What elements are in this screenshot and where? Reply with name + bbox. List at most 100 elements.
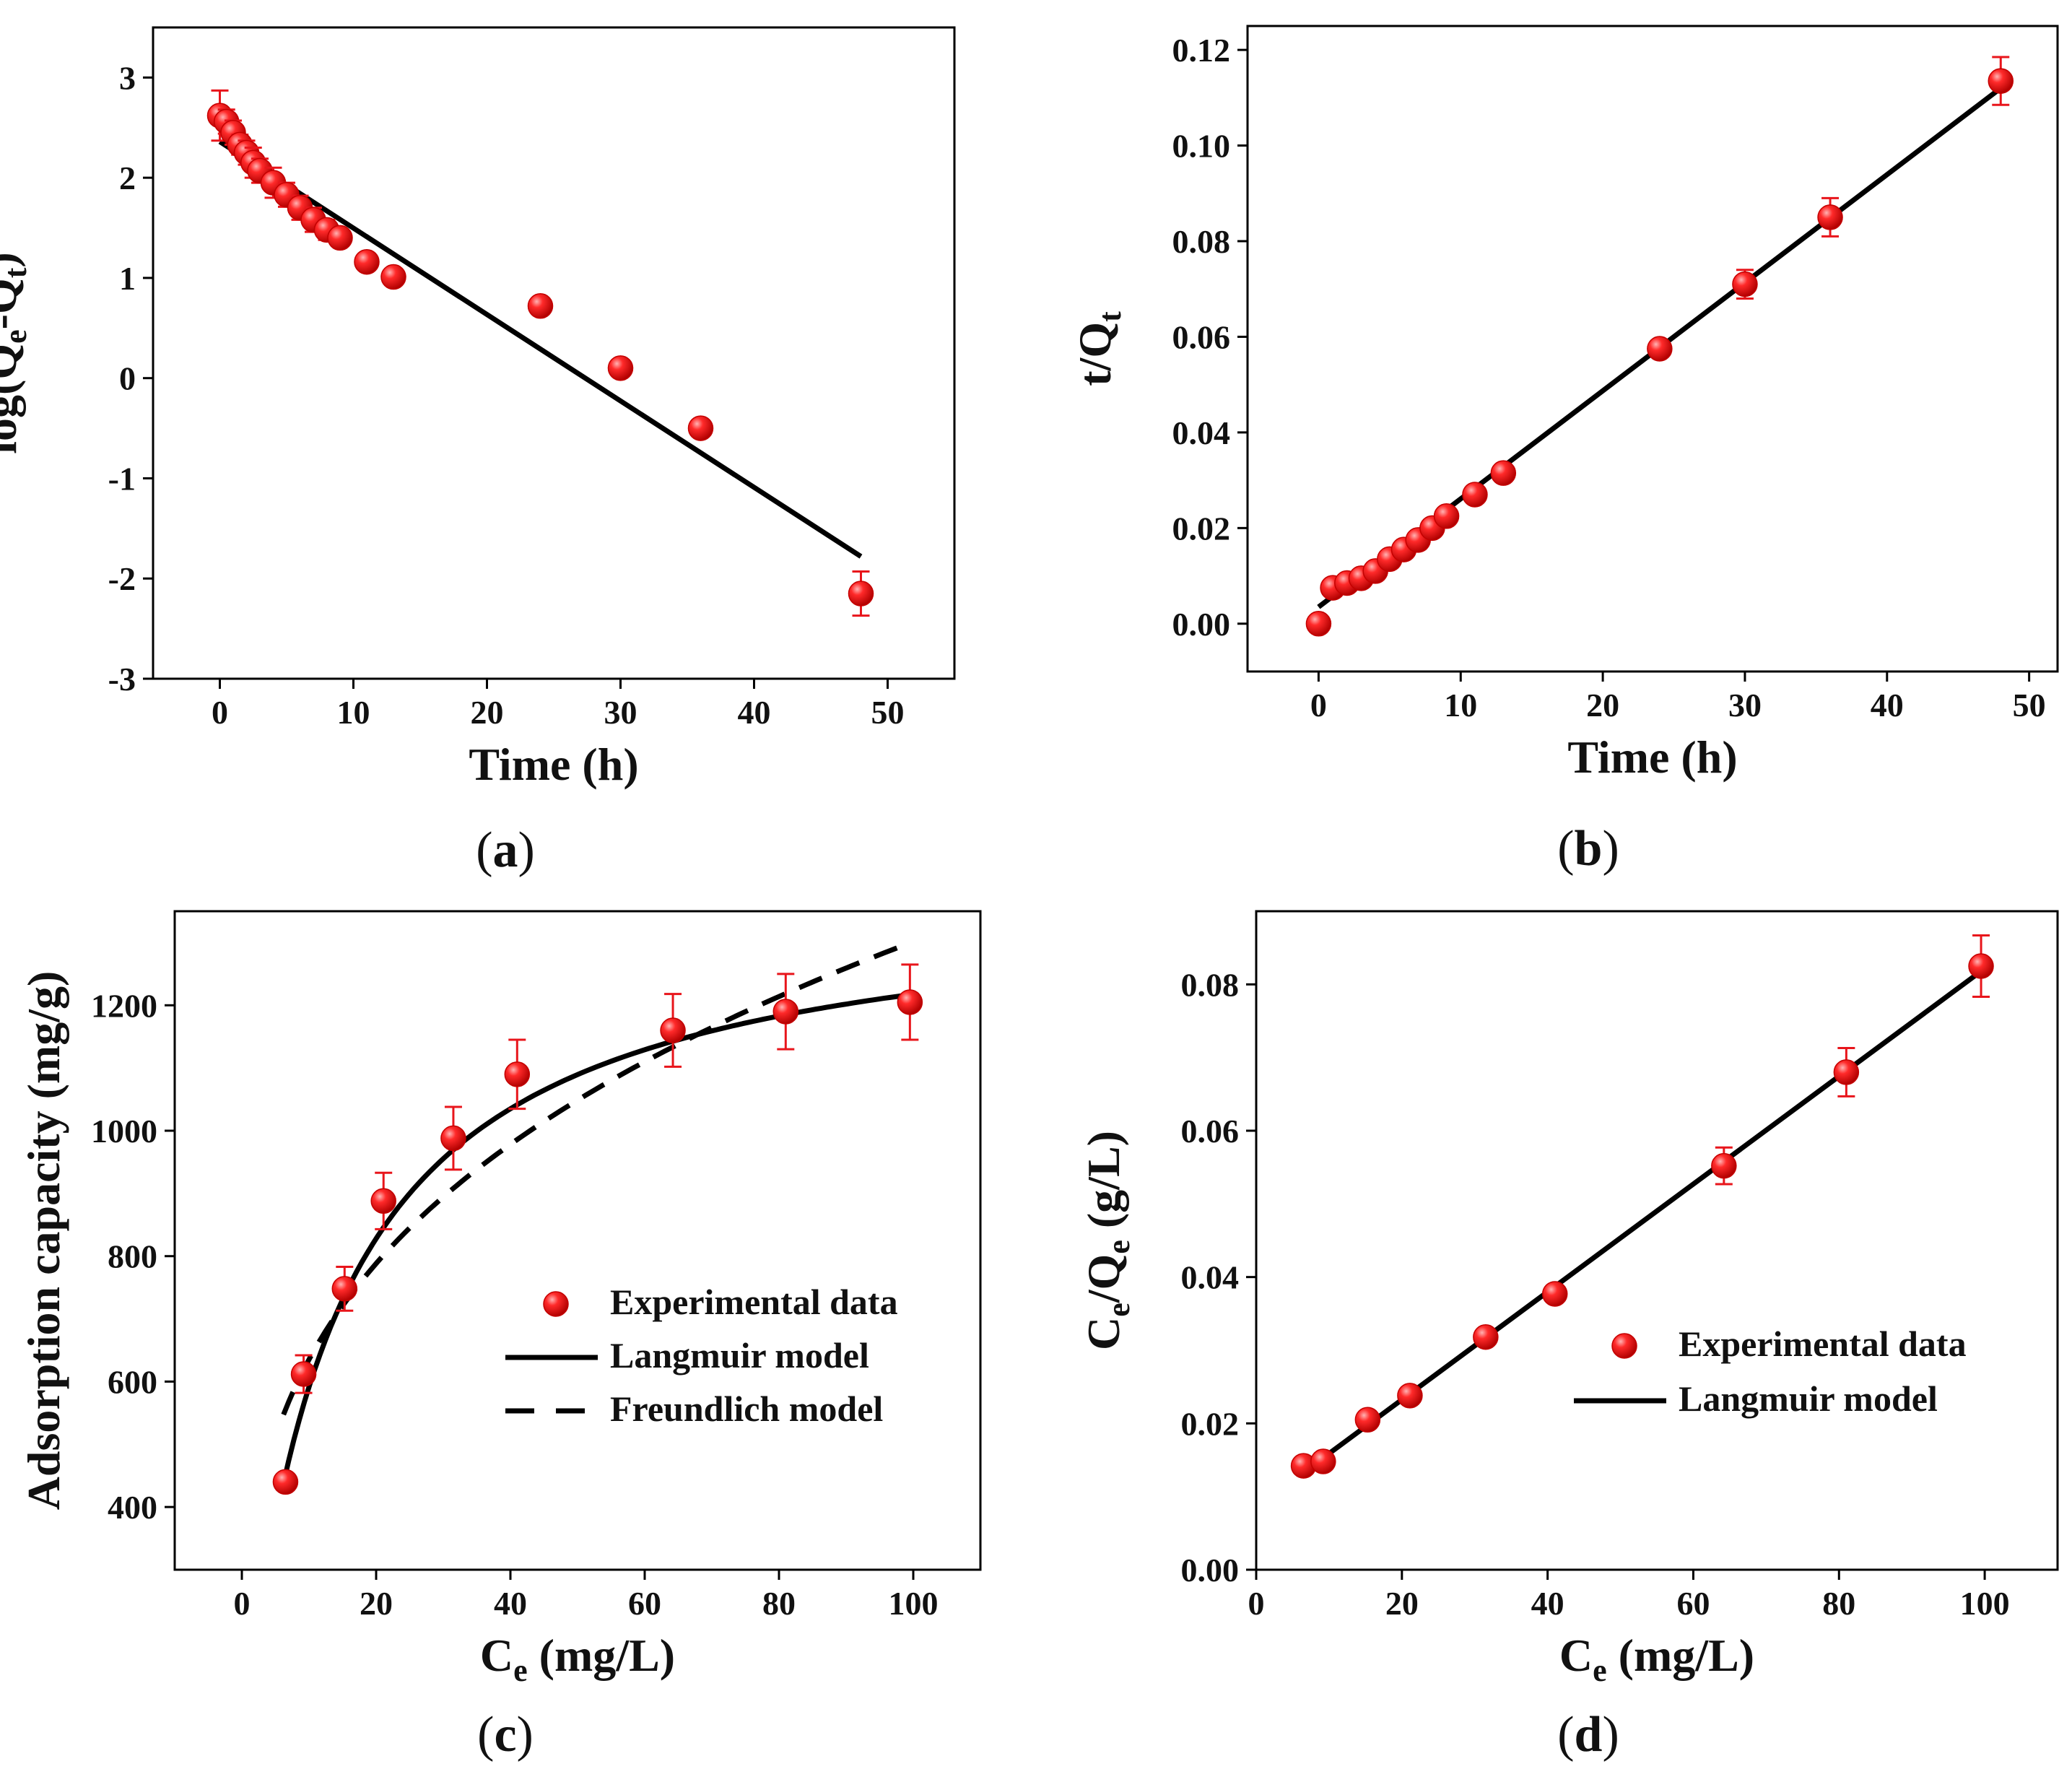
x-tick-label: 30 — [604, 694, 637, 731]
x-tick-label: 30 — [1728, 687, 1762, 723]
x-tick-label: 50 — [871, 694, 905, 731]
y-tick-label: 0.04 — [1181, 1259, 1240, 1296]
x-axis-label-unit: (mg/L) — [1607, 1630, 1754, 1681]
x-axis-label: Time (h) — [469, 739, 638, 790]
panel-label-letter: d — [1575, 1707, 1603, 1763]
x-axis-label-text: Time — [469, 739, 582, 790]
y-axis-label-text: log(Q — [0, 344, 26, 454]
data-point — [1433, 503, 1460, 529]
x-tick-label: 20 — [360, 1585, 393, 1622]
data-point — [327, 225, 353, 251]
data-point — [354, 248, 380, 275]
data-point — [1490, 460, 1517, 486]
y-axis-label-text: /Q — [1078, 1254, 1129, 1304]
y-tick-label: 0.12 — [1172, 32, 1231, 69]
data-point — [1473, 1324, 1499, 1350]
y-tick-label: 0.02 — [1181, 1405, 1240, 1442]
x-axis-label-sub: e — [513, 1653, 528, 1688]
data-point — [380, 264, 406, 290]
data-point — [1462, 482, 1488, 508]
data-point — [504, 1061, 531, 1087]
legend: Experimental data Langmuir model Freundlic… — [505, 1282, 898, 1429]
plot-frame — [173, 910, 982, 1571]
x-tick-label: 20 — [471, 694, 504, 731]
legend-label: Langmuir model — [1679, 1378, 1938, 1419]
y-tick-label: 0.00 — [1181, 1552, 1240, 1588]
y-tick-label: -3 — [108, 661, 136, 697]
y-axis-label-sub: e — [0, 329, 33, 344]
data-point — [607, 355, 634, 381]
y-axis-label: t/Qt — [1069, 311, 1128, 386]
data-point — [848, 581, 874, 607]
data-point — [1817, 204, 1843, 230]
y-tick-label: -2 — [108, 560, 136, 597]
x-axis-label-sub: e — [1593, 1653, 1607, 1688]
data-point — [1711, 1152, 1737, 1179]
panel-label-close: ) — [1602, 1707, 1619, 1763]
y-axis-label-text: -Q — [0, 278, 26, 329]
panel-label: (a) — [476, 822, 535, 878]
data-point — [660, 1017, 686, 1043]
y-tick-label: 0.08 — [1181, 966, 1240, 1003]
fit-line — [218, 139, 863, 559]
y-tick-label: 0.10 — [1172, 128, 1231, 165]
y-tick-label: 2 — [119, 160, 136, 196]
x-tick-label: 40 — [494, 1585, 527, 1622]
panel-label-close: ) — [518, 822, 535, 878]
y-axis-label: Ce/Qe (g/L) — [1078, 1131, 1136, 1350]
data-point — [1647, 336, 1673, 362]
y-tick-label: 0.06 — [1172, 318, 1231, 355]
y-axis-label: log(Qe-Qt) — [0, 252, 33, 453]
x-axis-label: Time (h) — [1567, 731, 1737, 783]
x-axis-label-unit: (h) — [1681, 731, 1737, 783]
x-tick-label: 80 — [1822, 1585, 1855, 1622]
panel-label: (c) — [477, 1707, 534, 1763]
langmuir-curve — [281, 992, 910, 1484]
y-axis-label-text: C — [1078, 1317, 1129, 1350]
data-point — [1833, 1059, 1860, 1085]
data-point — [370, 1188, 396, 1214]
x-axis-label: Ce (mg/L) — [1559, 1630, 1754, 1688]
x-tick-label: 100 — [1960, 1585, 2010, 1622]
x-tick-label: 40 — [1531, 1585, 1564, 1622]
x-axis-label-unit: (mg/L) — [528, 1630, 675, 1681]
panel-label-open: ( — [1557, 1707, 1574, 1763]
plot-frame — [1255, 910, 2059, 1571]
data-point — [897, 989, 923, 1015]
panel-c: 0 20 40 60 80 100 400 600 800 1000 1200 Ce (mg/L) Ad… — [18, 910, 982, 1763]
legend-marker — [1611, 1333, 1637, 1359]
x-tick-label: 50 — [2013, 687, 2046, 723]
x-tick-label: 0 — [1248, 1585, 1265, 1622]
data-point — [772, 999, 799, 1025]
panel-label: (d) — [1557, 1707, 1619, 1763]
x-tick-label: 10 — [1444, 687, 1477, 723]
data-point — [1310, 1448, 1336, 1474]
x-tick-label: 40 — [738, 694, 771, 731]
legend-label: Langmuir model — [610, 1335, 869, 1375]
y-tick-label: 600 — [108, 1363, 157, 1400]
y-tick-label: 1200 — [91, 987, 157, 1024]
y-axis-label-sub: e — [1101, 1303, 1136, 1317]
y-tick-label: 0.06 — [1181, 1113, 1240, 1149]
y-tick-label: 1 — [119, 260, 136, 297]
x-tick-label: 10 — [337, 694, 370, 731]
data-point — [1988, 68, 2014, 94]
data-point — [687, 415, 714, 441]
legend-label: Experimental data — [610, 1282, 898, 1322]
y-tick-label: 800 — [108, 1238, 157, 1275]
panel-label-close: ) — [1602, 821, 1619, 877]
x-tick-label: 80 — [762, 1585, 796, 1622]
x-tick-label: 0 — [234, 1585, 251, 1622]
x-tick-label: 20 — [1586, 687, 1619, 723]
x-axis-label-text: C — [1559, 1630, 1593, 1681]
panel-d: 0 20 40 60 80 100 0.00 0.02 0.04 0.06 0.08 Ce (mg/L… — [1078, 910, 2059, 1763]
x-tick-label: 20 — [1385, 1585, 1419, 1622]
x-tick-label: 60 — [628, 1585, 661, 1622]
x-axis-label-unit: (h) — [582, 739, 638, 790]
panel-label-letter: b — [1575, 821, 1603, 877]
data-point — [527, 293, 554, 319]
legend: Experimental data Langmuir model — [1574, 1324, 1967, 1419]
y-tick-label: 0.08 — [1172, 223, 1231, 260]
